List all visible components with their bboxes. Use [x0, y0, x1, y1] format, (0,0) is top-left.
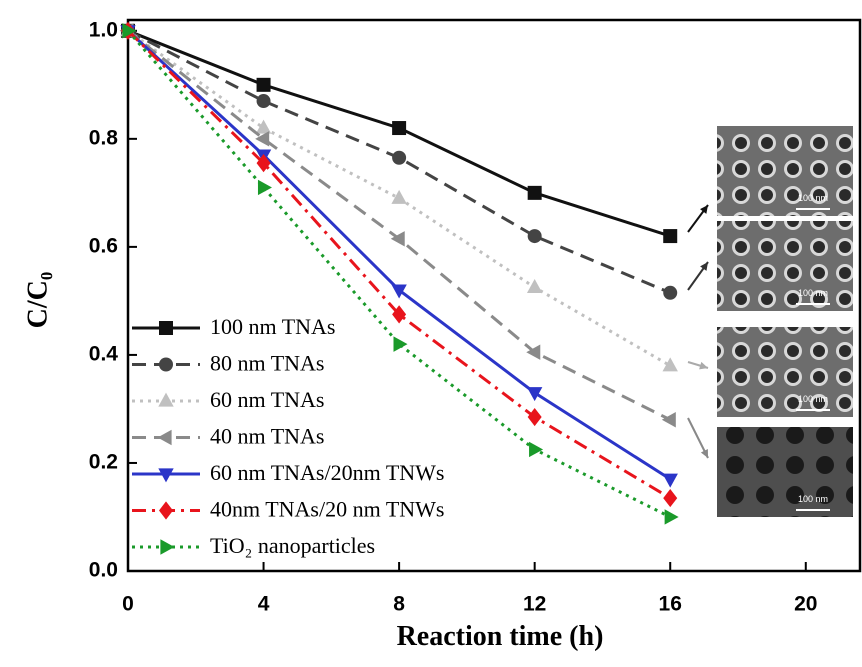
data-point: [662, 357, 678, 372]
legend-label: 40 nm TNAs: [210, 424, 325, 449]
data-point: [661, 412, 676, 428]
y-tick-label: 0.8: [89, 126, 119, 149]
data-point: [257, 179, 272, 196]
data-point: [527, 185, 542, 200]
data-point: [663, 285, 678, 300]
data-point: [526, 344, 541, 360]
scale-label: 100 nm: [798, 193, 828, 203]
data-point: [392, 150, 407, 165]
legend-marker: [158, 468, 174, 483]
data-point: [526, 387, 543, 402]
scale-label: 100 nm: [798, 494, 828, 504]
data-point: [664, 509, 679, 525]
x-tick-label: 0: [122, 593, 134, 616]
y-tick-label: 0.4: [89, 342, 119, 365]
data-point: [527, 229, 542, 244]
series-line: [126, 29, 671, 519]
data-point: [392, 121, 407, 136]
plot-frame: [126, 18, 862, 573]
data-point: [256, 154, 271, 173]
data-point: [529, 441, 544, 458]
x-tick-label: 12: [523, 593, 546, 616]
data-point: [256, 94, 271, 109]
sem-inset: [715, 425, 855, 519]
data-point: [255, 119, 272, 134]
legend-marker: [159, 321, 173, 335]
y-axis-label: C/C₀: [22, 272, 53, 329]
x-axis-label: Reaction time (h): [397, 621, 604, 652]
x-tick-label: 4: [258, 593, 270, 616]
legend-label: 80 nm TNAs: [210, 351, 325, 376]
y-tick-label: 0.2: [89, 451, 118, 474]
data-point: [392, 305, 407, 324]
data-point: [122, 23, 137, 39]
data-point: [663, 488, 678, 508]
legend-marker: [157, 429, 172, 446]
data-point: [391, 284, 407, 299]
data-point: [663, 229, 678, 244]
arrow-head: [700, 449, 708, 458]
legend-label: TiO₂ nanoparticles: [210, 533, 375, 558]
arrow-head: [700, 262, 708, 271]
legend-marker: [159, 357, 173, 372]
data-point: [256, 77, 271, 92]
sem-inset: [715, 124, 855, 218]
legend-label: 60 nm TNAs/20nm TNWs: [210, 460, 444, 485]
data-point: [391, 189, 407, 204]
legend-label: 100 nm TNAs: [210, 314, 336, 339]
arrow-head: [700, 205, 708, 214]
x-tick-label: 16: [659, 593, 682, 616]
x-tick-label: 20: [794, 593, 817, 616]
data-point: [527, 407, 542, 427]
arrow-head: [699, 361, 708, 370]
scale-label: 100 nm: [798, 288, 828, 298]
legend-marker: [159, 501, 173, 520]
data-point: [255, 131, 270, 147]
data-point: [390, 231, 405, 247]
data-point: [662, 473, 678, 488]
y-tick-label: 0.6: [89, 234, 118, 257]
legend-label: 60 nm TNAs: [210, 387, 325, 412]
y-tick-label: 1.0: [89, 18, 118, 41]
scale-label: 100 nm: [798, 394, 828, 404]
y-tick-label: 0.0: [89, 559, 118, 582]
legend-label: 40nm TNAs/20 nm TNWs: [210, 497, 444, 522]
sem-inset: [715, 325, 855, 419]
sem-inset: [715, 219, 855, 313]
data-point: [526, 278, 543, 293]
legend-marker: [158, 392, 174, 407]
x-tick-label: 8: [393, 593, 405, 616]
data-point: [393, 336, 408, 352]
legend-marker: [160, 539, 175, 555]
series-line: [126, 29, 671, 500]
